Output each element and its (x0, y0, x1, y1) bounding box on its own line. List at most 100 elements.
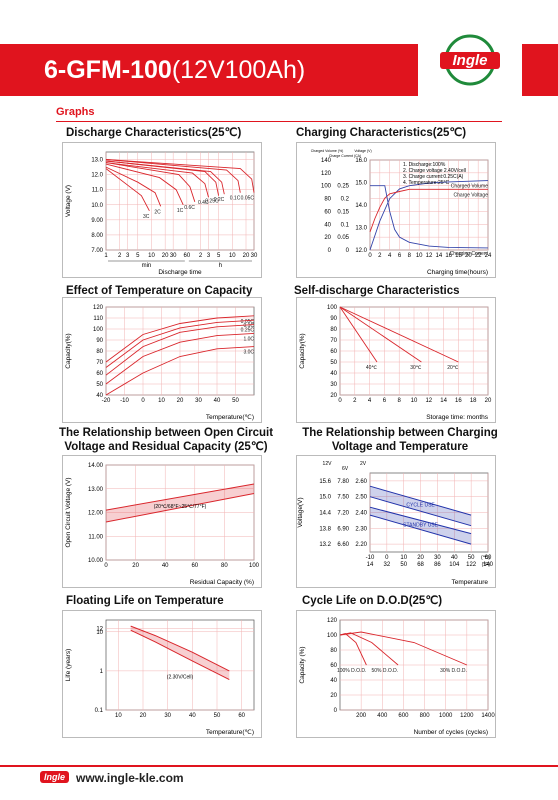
footer-rule (0, 765, 558, 767)
x-tick-label: 24 (485, 253, 492, 259)
series-label: 3.0C (243, 350, 254, 356)
chart-note: 1. Discharge:100% (403, 162, 446, 168)
x-unit: (℃) (481, 555, 490, 561)
series-label: Charge Voltage (454, 192, 489, 198)
x-tick-label: 3 (126, 253, 130, 259)
x-tick-label: 0 (338, 398, 342, 404)
series-line (105, 162, 196, 202)
x-tick-label: 600 (398, 713, 409, 719)
y-axis-label: Open Circuit Voltage (V) (65, 477, 72, 547)
x-tick-label: 20 (177, 398, 184, 404)
x-tick-label: -10 (120, 398, 129, 404)
chart-heading: Discharge Characteristics(25℃) (66, 127, 242, 139)
series-line (105, 163, 184, 205)
y-axis-label: Voltage (V) (65, 185, 72, 217)
x-tick-label: 5 (217, 253, 221, 259)
chart-heading: The Relationship between Open Circuit Vo… (58, 427, 274, 453)
y-tick-label: 15.0 (355, 181, 367, 187)
x-tick-label: 60 (191, 563, 198, 569)
y-tick-label: 13.2 (319, 542, 331, 548)
chart-border (296, 455, 496, 588)
y-tick-label: 0 (334, 708, 338, 714)
y-tick-label: 20 (324, 235, 331, 241)
y-tick-label: 15.6 (319, 479, 331, 485)
series-label: Charging Current (450, 251, 489, 257)
y-tick-label: 40 (330, 678, 337, 684)
x-tick-label: 400 (377, 713, 388, 719)
footer-url: www.ingle-kle.com (76, 771, 184, 785)
x-tick-label: -10 (366, 555, 375, 561)
series-line (130, 629, 230, 681)
title-rest: (12V100Ah) (171, 56, 306, 84)
x-group-label: min (142, 263, 152, 269)
y-tick-label: 0.25 (337, 184, 349, 190)
x-tick-label: 20 (140, 713, 147, 719)
series-line (105, 324, 255, 376)
series-line (105, 346, 255, 396)
x-tick-label: 10 (229, 253, 236, 259)
x-axis-label: Temperature(℃) (206, 414, 254, 421)
x-tick-label: 2 (353, 398, 357, 404)
x-tick-label: 50 (232, 398, 239, 404)
y-tick-label: 2.20 (355, 542, 367, 548)
y-tick-label: 20 (330, 393, 337, 399)
x-tick-label: 14 (440, 398, 447, 404)
x-tick-label: 1 (104, 253, 108, 259)
x-tick-label: 20 (162, 253, 169, 259)
x-tick-label: 16 (455, 398, 462, 404)
series-label: 40℃ (366, 365, 378, 371)
x-tick-label: 50 (214, 713, 221, 719)
chart: 0 2 4 6 8 10 12 14 16 18 20 20 30 40 50 60 70 80 90 100 Capa… (296, 297, 496, 423)
band-fill (106, 484, 254, 522)
x-tick-label: 18 (455, 253, 462, 259)
y-tick-label: 80 (96, 349, 103, 355)
y-tick-label: 6.90 (337, 526, 349, 532)
series-line (339, 631, 468, 666)
y-unit: Charge Current (CA) (329, 154, 361, 158)
x-tick-label: 40 (162, 563, 169, 569)
series-label: 0.25C (205, 199, 219, 205)
series-line (105, 160, 225, 195)
y-tick-label: 8.00 (91, 233, 103, 239)
x-axis-label: Discharge time (158, 269, 202, 276)
x2-tick-label: 104 (449, 562, 460, 568)
y-tick-label: 2.50 (355, 495, 367, 501)
y-tick-label: 50 (330, 360, 337, 366)
chart-border (62, 297, 262, 423)
y-tick-label: 0.15 (337, 209, 349, 215)
y-tick-label: 0.05 (337, 235, 349, 241)
y-tick-label: 11.00 (88, 534, 103, 540)
y-tick-label: 50 (96, 382, 103, 388)
y-tick-label: 7.80 (337, 479, 349, 485)
series-label: 0.4C (198, 200, 209, 206)
chart-note: 2. Charge voltage 2.40V/cell (403, 168, 466, 174)
y-tick-label: 2.60 (355, 479, 367, 485)
x-axis-label: Storage time: months (426, 414, 489, 421)
x-tick-label: 6 (398, 253, 402, 259)
chart: -10 0 10 20 30 40 50 60 14 32 50 68 86 104 122 140(℃)(°… (296, 455, 496, 588)
series-line (369, 485, 472, 516)
series-label: 1.0C (243, 336, 254, 342)
x-tick-label: 10 (148, 253, 155, 259)
y-tick-label: 60 (330, 349, 337, 355)
x-unit: (°F) (482, 562, 491, 568)
y-tick-label: 16.0 (355, 158, 367, 164)
band-fill (370, 507, 472, 545)
x-tick-label: 30 (164, 713, 171, 719)
y-tick-label: 13.00 (88, 487, 104, 493)
chart-note: 3. Charge current:0.25C(A) (403, 174, 464, 180)
series-line (105, 159, 241, 193)
y-tick-label: 40 (96, 393, 103, 399)
y-axis-label: Capacity (%) (299, 646, 306, 683)
series-line (369, 188, 488, 233)
x-tick-label: 22 (475, 253, 482, 259)
y-tick-label: 0.1 (341, 222, 350, 228)
y-tick-label: 60 (324, 209, 331, 215)
x-axis-label: Charging time(hours) (427, 269, 488, 276)
footer-logo: Ingle (40, 771, 70, 783)
series-label: 30℃ (410, 365, 422, 371)
chart-border (296, 610, 496, 738)
y-tick-label: 11.0 (92, 188, 104, 194)
chart-heading: Self-discharge Characteristics (294, 285, 460, 297)
